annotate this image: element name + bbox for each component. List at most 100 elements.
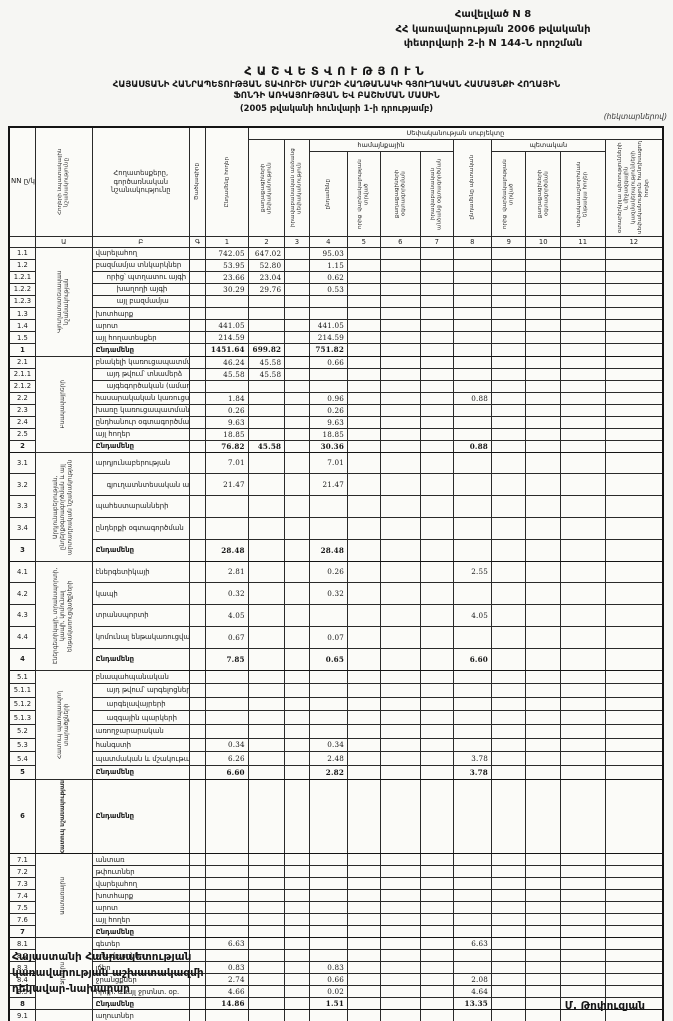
- value-cell: [308, 710, 349, 725]
- value-cell: [205, 925, 249, 939]
- value-cell: [379, 973, 422, 987]
- value-cell: [525, 764, 561, 780]
- value-cell: [604, 582, 664, 606]
- value-cell: 30.29: [205, 282, 249, 296]
- value-cell: [604, 319, 664, 333]
- value-cell: [379, 403, 422, 417]
- value-cell: [308, 516, 349, 540]
- value-cell: [284, 427, 310, 441]
- column-index-cell: 1: [205, 235, 249, 248]
- row-label: Ընդամենը: [91, 778, 190, 855]
- value-cell: [559, 379, 606, 393]
- value-cell: 0.34: [308, 737, 349, 753]
- value-cell: [559, 538, 606, 562]
- value-cell: [420, 439, 454, 453]
- value-cell: 0.02: [308, 985, 349, 999]
- footer-line: կառավարության աշխատակազմի: [12, 966, 204, 979]
- value-cell: [420, 282, 454, 296]
- value-cell: [205, 669, 249, 685]
- value-cell: [491, 391, 527, 405]
- value-cell: [559, 495, 606, 518]
- row-label: աղուտներ: [91, 1009, 190, 1021]
- value-cell: [559, 764, 606, 780]
- row-label: խաղողի այգի: [91, 282, 190, 296]
- value-cell: [452, 270, 493, 284]
- row-label: ընդհանուր օգտագործման: [91, 415, 190, 429]
- value-cell: [284, 737, 310, 753]
- value-cell: 0.34: [205, 737, 249, 753]
- value-cell: [559, 647, 606, 671]
- value-cell: [420, 604, 454, 627]
- value-cell: 2.74: [205, 973, 249, 987]
- value-cell: [247, 877, 286, 891]
- value-cell: [379, 737, 422, 753]
- value-cell: 23.66: [205, 270, 249, 284]
- value-cell: [205, 696, 249, 712]
- table-row: 7.1 Անտառային անտառ: [8, 853, 664, 939]
- value-cell: [491, 604, 527, 627]
- table-row: 9.1Պահուստայինաղուտներ: [8, 1009, 664, 1021]
- value-cell: [525, 877, 561, 891]
- code-cell: [188, 683, 207, 698]
- table-row: 2.5 այլ հողեր 18.85 18.85: [8, 427, 664, 441]
- value-cell: [284, 625, 310, 649]
- row-number: 8: [8, 997, 36, 1011]
- value-cell: [379, 246, 422, 260]
- value-cell: [347, 331, 381, 345]
- value-cell: [284, 270, 310, 284]
- code-cell: [188, 877, 207, 891]
- value-cell: [347, 451, 381, 475]
- value-cell: [247, 647, 286, 671]
- code-cell: [188, 294, 207, 309]
- value-cell: 0.96: [308, 391, 349, 405]
- value-cell: [347, 696, 381, 712]
- row-number: 2.1: [8, 355, 36, 369]
- value-cell: [379, 294, 422, 309]
- value-cell: [347, 495, 381, 518]
- code-cell: [188, 889, 207, 903]
- value-cell: [379, 937, 422, 951]
- value-cell: [205, 877, 249, 891]
- table-row: 5.1.1 այդ թվում՝ արգելոցների: [8, 683, 664, 698]
- code-cell: [188, 495, 207, 518]
- value-cell: [525, 367, 561, 381]
- value-cell: [491, 403, 527, 417]
- value-cell: [347, 877, 381, 891]
- value-cell: [284, 367, 310, 381]
- value-cell: [347, 355, 381, 369]
- value-cell: [420, 751, 454, 766]
- row-label: թփուտներ: [91, 865, 190, 879]
- column-index-cell: 3: [284, 235, 310, 248]
- value-cell: [379, 724, 422, 739]
- value-cell: [559, 331, 606, 345]
- value-cell: [347, 853, 381, 867]
- column-index-cell: Ա: [34, 235, 93, 248]
- value-cell: [604, 331, 664, 345]
- value-cell: [559, 604, 606, 627]
- value-cell: [308, 379, 349, 393]
- value-cell: [452, 415, 493, 429]
- code-cell: [188, 604, 207, 627]
- value-cell: [284, 516, 310, 540]
- value-cell: [452, 258, 493, 272]
- value-cell: [604, 427, 664, 441]
- value-cell: [379, 355, 422, 369]
- value-cell: [308, 937, 349, 951]
- value-cell: 0.83: [308, 961, 349, 975]
- value-cell: [525, 270, 561, 284]
- value-cell: [205, 889, 249, 903]
- row-label: այլ հողեր: [91, 913, 190, 927]
- value-cell: [247, 696, 286, 712]
- value-cell: [308, 949, 349, 963]
- value-cell: 1.51: [308, 997, 349, 1011]
- row-label: արգելավայրերի: [91, 696, 190, 712]
- value-cell: [604, 985, 664, 999]
- value-cell: [604, 865, 664, 879]
- table-row: 6 Հատուկ նշանակության Ընդամենը: [8, 778, 664, 855]
- value-cell: [491, 778, 527, 855]
- value-cell: [284, 582, 310, 606]
- value-cell: [604, 764, 664, 780]
- value-cell: [559, 696, 606, 712]
- value-cell: [525, 985, 561, 999]
- value-cell: [604, 973, 664, 987]
